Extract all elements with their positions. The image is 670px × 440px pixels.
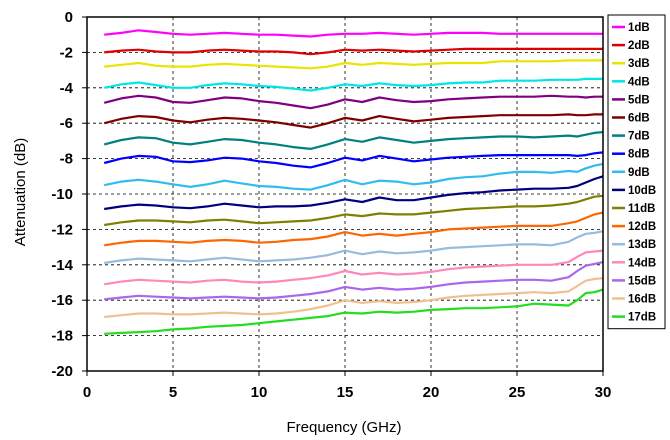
series-line-5dB (103, 94, 603, 110)
legend-label-3dB: 3dB (628, 58, 650, 70)
x-tick-label-5: 25 (509, 384, 526, 401)
y-tick-label-2: -4 (60, 80, 74, 97)
series-line-1dB (104, 29, 603, 38)
series-line-6dB (103, 113, 603, 129)
legend-label-2dB: 2dB (628, 40, 650, 52)
series-line-17dB (104, 288, 604, 335)
legend-label-5dB: 5dB (628, 94, 650, 106)
y-tick-label-0: 0 (65, 9, 73, 26)
chart-grid (87, 17, 603, 371)
y-tick-label-6: -12 (51, 221, 73, 238)
chart-series (103, 29, 604, 335)
series-line-8dB (103, 151, 604, 169)
legend-label-8dB: 8dB (628, 149, 650, 161)
series-line-10dB (104, 175, 604, 211)
legend-label-16dB: 16dB (628, 294, 656, 306)
series-line-11dB (104, 194, 604, 227)
legend-label-9dB: 9dB (628, 167, 650, 179)
series-line-2dB (104, 47, 603, 56)
series-line-4dB (103, 77, 603, 92)
y-tick-label-1: -2 (60, 44, 73, 61)
legend-label-4dB: 4dB (628, 76, 650, 88)
legend-label-11dB: 11dB (628, 203, 656, 215)
x-axis-title: Frequency (GHz) (286, 419, 401, 436)
y-tick-label-9: -18 (51, 328, 73, 345)
x-tick-label-6: 30 (595, 384, 612, 401)
legend-label-17dB: 17dB (628, 312, 656, 324)
series-line-3dB (104, 59, 603, 70)
legend-label-1dB: 1dB (628, 22, 650, 34)
chart-legend: 1dB 2dB 3dB 4dB 5dB 6dB 7dB 8dB 9dB 10dB 11dB 12dB 1… (607, 14, 666, 330)
legend-label-14dB: 14dB (628, 257, 656, 269)
series-line-14dB (104, 249, 604, 286)
x-tick-label-0: 0 (83, 384, 91, 401)
series-line-9dB (103, 162, 604, 191)
x-tick-label-2: 10 (251, 384, 268, 401)
x-axis-ticks: 0 5 10 15 20 25 30 (83, 371, 612, 401)
legend-label-15dB: 15dB (628, 275, 656, 287)
series-line-7dB (103, 131, 604, 150)
y-tick-label-10: -20 (51, 363, 73, 380)
legend-label-12dB: 12dB (628, 221, 656, 233)
y-tick-label-5: -10 (51, 186, 73, 203)
series-line-12dB (104, 211, 604, 247)
legend-label-10dB: 10dB (628, 185, 656, 197)
y-axis-ticks: 0 -2 -4 -6 -8 -10 -12 -14 -16 -18 -20 (51, 9, 87, 380)
legend-label-13dB: 13dB (628, 239, 656, 251)
y-axis-title: Attenuation (dB) (12, 138, 29, 246)
legend-label-6dB: 6dB (628, 113, 650, 125)
series-line-15dB (104, 261, 604, 301)
y-tick-label-8: -16 (51, 292, 73, 309)
y-tick-label-7: -14 (51, 257, 73, 274)
y-tick-label-3: -6 (60, 115, 73, 132)
x-tick-label-4: 20 (423, 384, 440, 401)
x-tick-label-3: 15 (337, 384, 354, 401)
series-line-16dB (104, 277, 604, 319)
y-tick-label-4: -8 (60, 151, 73, 168)
legend-label-7dB: 7dB (628, 131, 650, 143)
x-tick-label-1: 5 (169, 384, 177, 401)
series-line-13dB (104, 230, 604, 265)
